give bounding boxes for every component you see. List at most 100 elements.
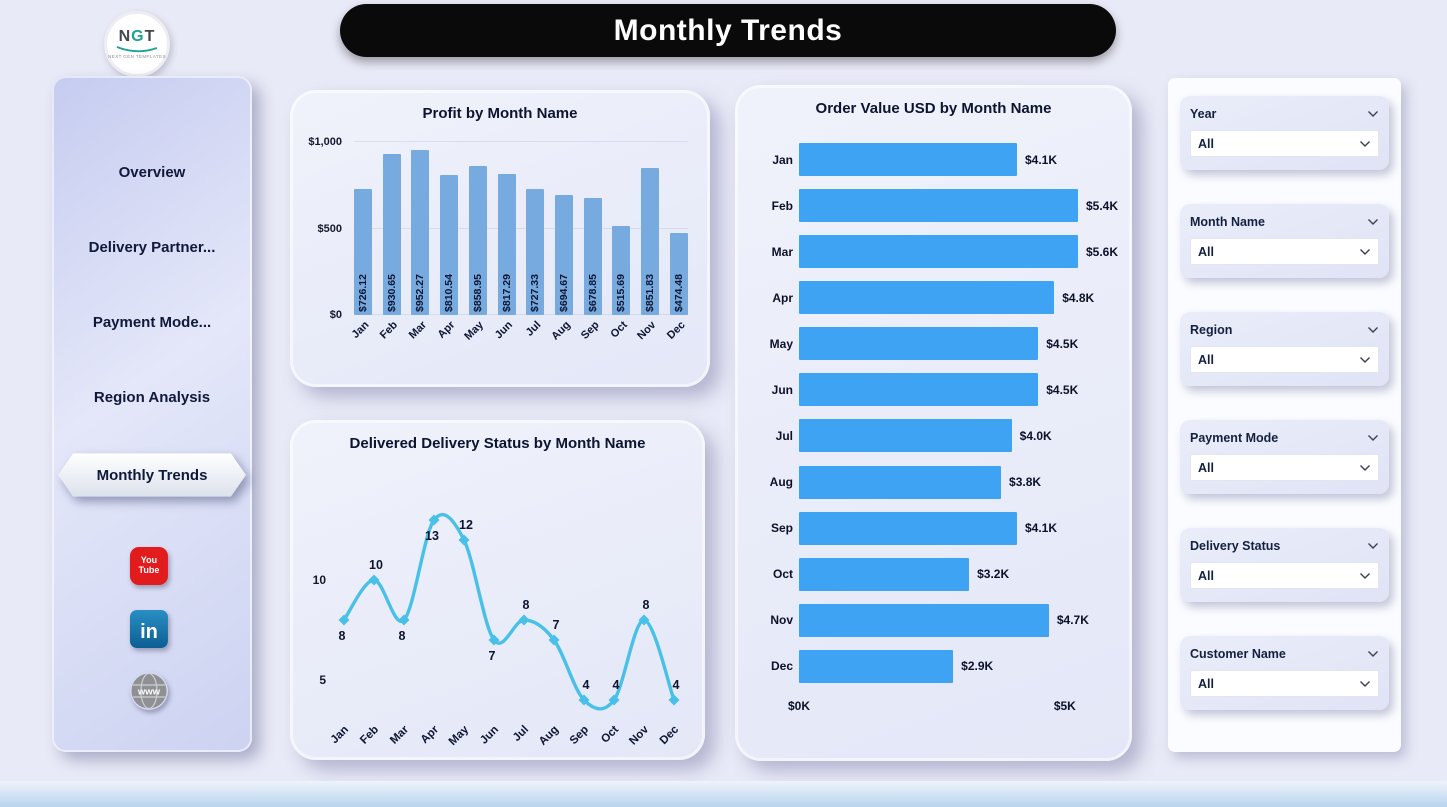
line-marker[interactable] — [458, 534, 470, 546]
collapse-chevron-icon[interactable] — [1367, 542, 1379, 550]
line-marker[interactable] — [578, 694, 590, 706]
line-marker[interactable] — [548, 634, 560, 646]
profit-bar[interactable]: $851.83 — [641, 167, 660, 315]
line-marker[interactable] — [338, 614, 350, 626]
profit-bar[interactable]: $810.54 — [440, 174, 459, 315]
order-bar[interactable] — [799, 465, 1002, 499]
bar-value-label: $4.5K — [1046, 382, 1079, 397]
dropdown-chevron-icon[interactable] — [1359, 464, 1371, 472]
youtube-icon[interactable]: You Tube — [129, 547, 168, 585]
x-axis-label: Aug — [537, 724, 561, 748]
slicer-dropdown-delivery-status[interactable]: All — [1190, 562, 1379, 589]
website-globe-icon[interactable]: www — [130, 672, 168, 710]
sidebar-item-region-analysis[interactable]: Region Analysis — [93, 389, 211, 406]
collapse-chevron-icon[interactable] — [1367, 110, 1379, 118]
order-bar[interactable] — [799, 327, 1039, 361]
category-label: Mar — [771, 244, 793, 259]
order-bar[interactable] — [799, 419, 1012, 453]
profit-bar[interactable]: $515.69 — [612, 225, 631, 315]
bar-value-label: $5.6K — [1085, 244, 1118, 259]
x-axis-label: Aug — [548, 319, 573, 343]
x-axis-label: $5K — [1053, 699, 1076, 713]
order-bar[interactable] — [799, 189, 1078, 223]
line-marker[interactable] — [608, 694, 620, 706]
line-marker[interactable] — [488, 634, 500, 646]
profit-bar[interactable]: $727.33 — [526, 189, 545, 315]
x-axis-label: Sep — [578, 319, 602, 342]
data-label: 8 — [523, 598, 530, 612]
slicer-dropdown-year[interactable]: All — [1190, 130, 1379, 157]
sidebar-item-monthly-trends[interactable]: Monthly Trends — [58, 452, 246, 498]
category-label: Dec — [770, 659, 793, 674]
collapse-chevron-icon[interactable] — [1367, 650, 1379, 658]
data-label: 12 — [459, 518, 473, 532]
order-bar[interactable] — [799, 373, 1039, 407]
slicer-dropdown-customer-name[interactable]: All — [1190, 670, 1379, 697]
x-axis-label: Nov — [627, 723, 651, 747]
order-bar[interactable] — [799, 511, 1017, 545]
gridline — [354, 314, 688, 315]
order-bar[interactable] — [799, 235, 1078, 269]
data-label: 8 — [399, 629, 406, 643]
collapse-chevron-icon[interactable] — [1367, 326, 1379, 334]
profit-bar[interactable]: $694.67 — [555, 194, 574, 315]
data-label: 13 — [425, 529, 439, 543]
line-marker[interactable] — [428, 514, 440, 526]
dropdown-chevron-icon[interactable] — [1359, 356, 1371, 364]
profit-bar[interactable]: $930.65 — [382, 154, 401, 315]
logo-letter: N — [118, 28, 132, 45]
youtube-text-bottom: Tube — [138, 565, 160, 575]
sidebar: Overview Delivery Partner... Payment Mod… — [52, 76, 252, 752]
line-marker[interactable] — [668, 694, 680, 706]
bar-value-label: $952.27 — [414, 274, 427, 312]
bar-value-label: $4.0K — [1019, 428, 1052, 443]
collapse-chevron-icon[interactable] — [1367, 218, 1379, 226]
profit-chart-card: Profit by Month Name $0 $500 $1,000 $726.1… — [290, 90, 710, 387]
bar-row: Jun $4.5K — [751, 373, 1118, 407]
slicer-dropdown-region[interactable]: All — [1190, 346, 1379, 373]
x-axis-label: Sep — [568, 724, 591, 747]
selected-value: All — [1198, 352, 1214, 367]
dropdown-chevron-icon[interactable] — [1359, 680, 1371, 688]
sidebar-item-delivery-partner[interactable]: Delivery Partner... — [88, 239, 216, 256]
selected-value: All — [1198, 244, 1214, 259]
linkedin-icon[interactable]: in — [129, 610, 168, 648]
order-bar[interactable] — [799, 557, 970, 591]
line-marker[interactable] — [368, 574, 380, 586]
order-bar[interactable] — [799, 603, 1049, 637]
bar-row: Nov $4.7K — [751, 603, 1118, 637]
profit-bar[interactable]: $726.12 — [354, 189, 372, 315]
category-label: Jul — [775, 428, 793, 443]
order-bar[interactable] — [799, 143, 1017, 176]
profit-bar[interactable]: $678.85 — [583, 197, 602, 315]
sidebar-item-overview[interactable]: Overview — [118, 164, 186, 181]
line-marker[interactable] — [398, 614, 410, 626]
bar-value-label: $930.65 — [385, 274, 398, 312]
collapse-chevron-icon[interactable] — [1367, 434, 1379, 442]
bar-row: Jul $4.0K — [751, 419, 1118, 453]
globe-graphic: www — [131, 672, 167, 710]
category-label: May — [769, 336, 793, 351]
dropdown-chevron-icon[interactable] — [1359, 572, 1371, 580]
selected-value: All — [1198, 136, 1214, 151]
profit-bar[interactable]: $817.29 — [497, 173, 516, 315]
profit-bar[interactable]: $858.95 — [468, 166, 487, 315]
gridline — [354, 227, 688, 229]
bar-column: $858.95 May — [463, 142, 487, 343]
dropdown-chevron-icon[interactable] — [1359, 248, 1371, 256]
order-bar[interactable] — [799, 281, 1055, 315]
bar-column: $851.83 Nov — [635, 142, 660, 342]
bar-column: $474.48 Dec — [665, 142, 688, 342]
sidebar-item-payment-mode[interactable]: Payment Mode... — [92, 314, 212, 331]
bar-column: $952.27 Mar — [407, 142, 430, 341]
dropdown-chevron-icon[interactable] — [1359, 140, 1371, 148]
slicer-region: Region All — [1180, 312, 1389, 386]
profit-bar[interactable]: $952.27 — [411, 150, 430, 315]
order-bar[interactable] — [799, 649, 954, 683]
data-label: 4 — [583, 678, 590, 692]
slicer-dropdown-payment-mode[interactable]: All — [1190, 454, 1379, 481]
line-marker[interactable] — [518, 614, 530, 626]
profit-bar[interactable]: $474.48 — [669, 232, 688, 315]
slicer-dropdown-month-name[interactable]: All — [1190, 238, 1379, 265]
line-marker[interactable] — [638, 614, 650, 626]
